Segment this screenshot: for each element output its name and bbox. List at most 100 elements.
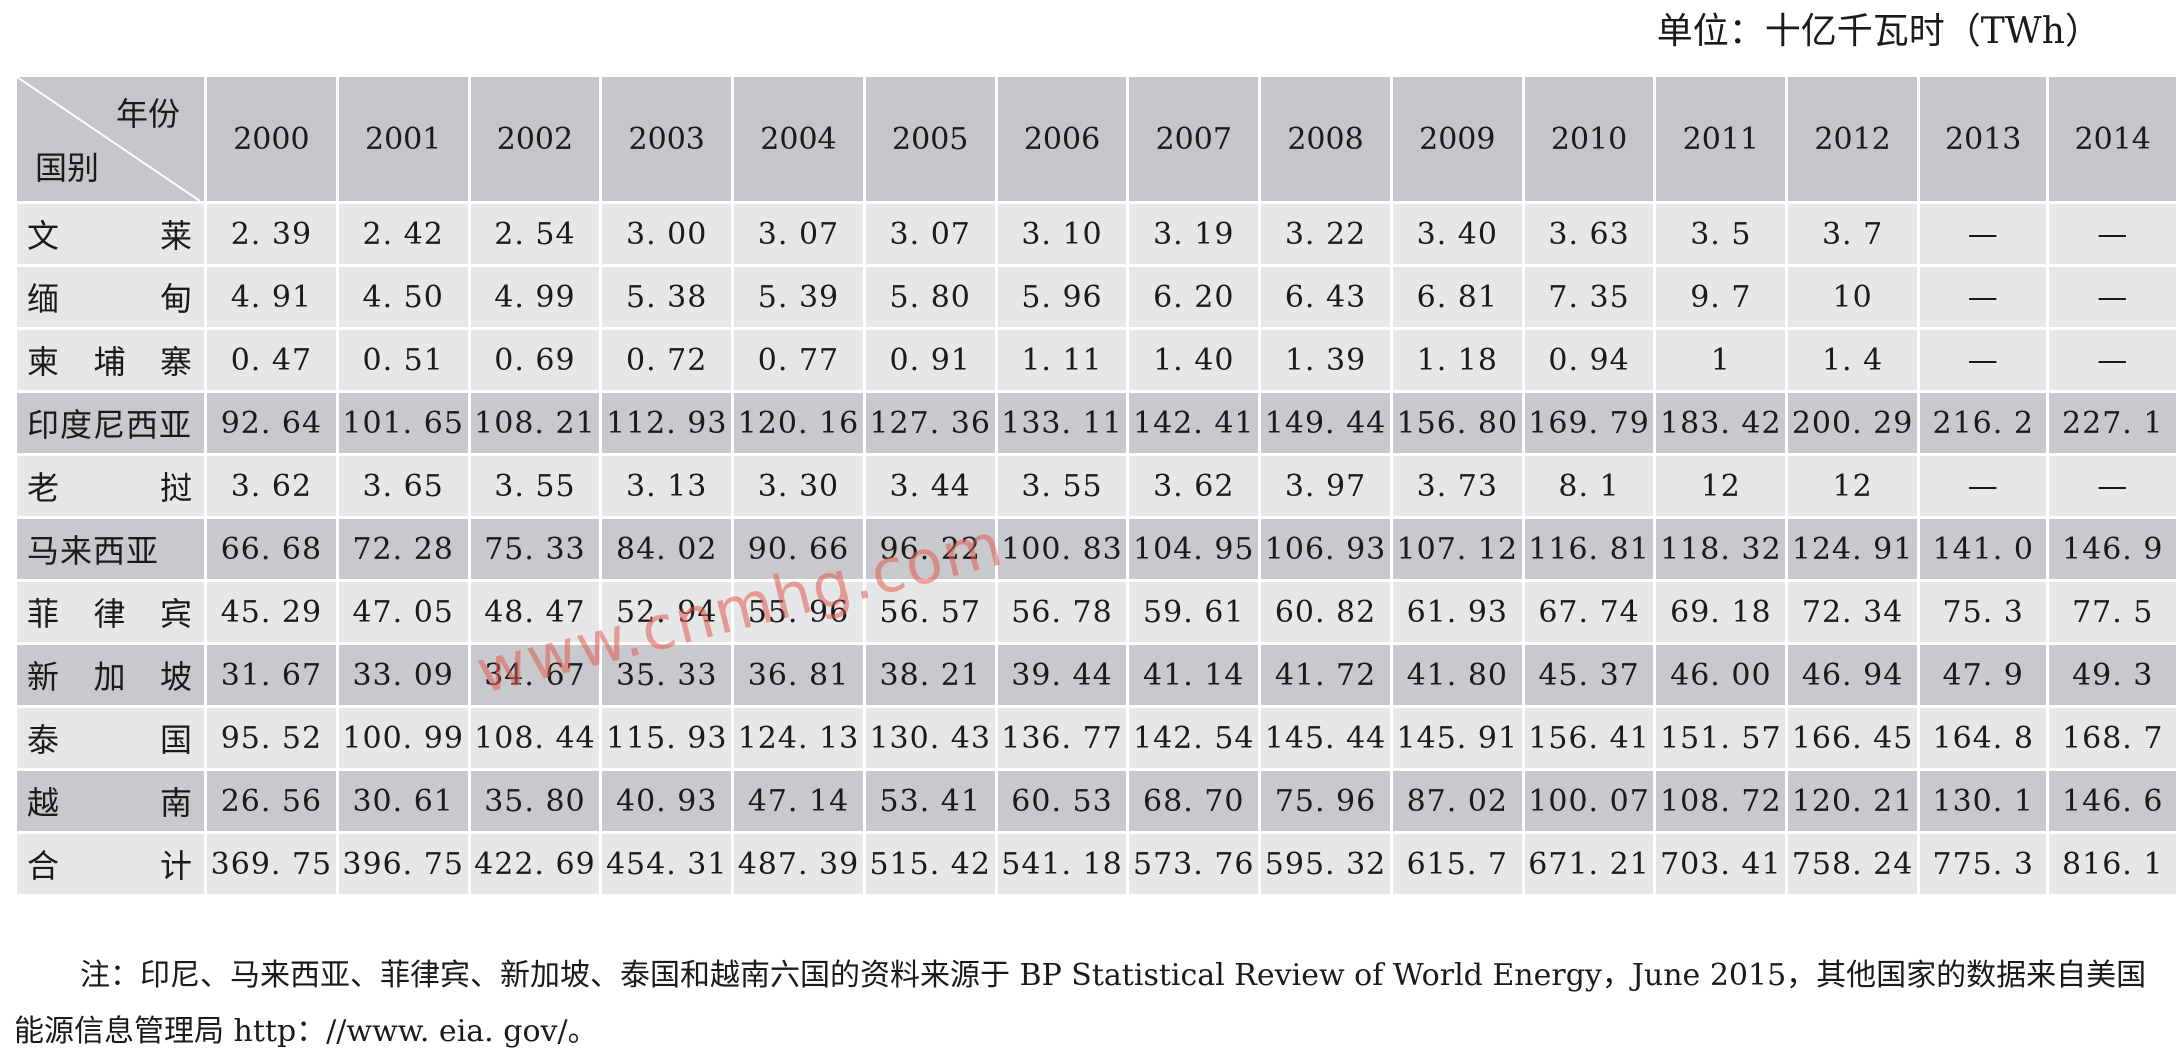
value-cell: 2. 39	[204, 201, 339, 267]
value-cell: 136. 77	[994, 705, 1130, 771]
value-cell: 142. 41	[1126, 390, 1262, 456]
value-cell: 615. 7	[1389, 831, 1525, 897]
value-cell: —	[2046, 453, 2179, 519]
value-cell: —	[1916, 201, 2050, 267]
value-cell: 47. 05	[335, 579, 471, 645]
value-cell: 35. 33	[599, 642, 735, 708]
value-cell: 75. 33	[467, 516, 603, 582]
value-cell: 26. 56	[204, 768, 339, 834]
value-cell: 59. 61	[1126, 579, 1262, 645]
value-cell: 77. 5	[2046, 579, 2179, 645]
value-cell: 72. 34	[1785, 579, 1920, 645]
value-cell: 164. 8	[1916, 705, 2050, 771]
value-cell: 703. 41	[1653, 831, 1789, 897]
value-cell: —	[1916, 264, 2050, 330]
table-row: 柬埔寨 0. 47 0. 51 0. 69 0. 72 0. 77 0. 91 1. 11 1.…	[13, 327, 2179, 393]
value-cell: 3. 00	[599, 201, 735, 267]
value-cell: 1. 39	[1258, 327, 1393, 393]
value-cell: 38. 21	[862, 642, 998, 708]
value-cell: 169. 79	[1521, 390, 1657, 456]
value-cell: —	[1916, 327, 2050, 393]
country-name-cell: 新加坡	[13, 642, 208, 708]
value-cell: 0. 47	[204, 327, 339, 393]
year-header-2009: 2009	[1389, 74, 1525, 204]
year-header-2014: 2014	[2046, 74, 2179, 204]
value-cell: 46. 00	[1653, 642, 1789, 708]
table-footnote: 注：印尼、马来西亚、菲律宾、新加坡、泰国和越南六国的资料来源于 BP Stati…	[14, 958, 2147, 1049]
country-name-cell: 马来西亚	[13, 516, 208, 582]
value-cell: 487. 39	[731, 831, 866, 897]
value-cell: 145. 44	[1258, 705, 1393, 771]
value-cell: —	[1916, 453, 2050, 519]
value-cell: 72. 28	[335, 516, 471, 582]
value-cell: 3. 97	[1258, 453, 1393, 519]
value-cell: 69. 18	[1653, 579, 1789, 645]
value-cell: 90. 66	[731, 516, 866, 582]
value-cell: 156. 41	[1521, 705, 1657, 771]
value-cell: 8. 1	[1521, 453, 1657, 519]
value-cell: 3. 55	[467, 453, 603, 519]
value-cell: —	[2046, 327, 2179, 393]
table-row: 泰 国 95. 52 100. 99 108. 44 115. 93 124. 13 130…	[13, 705, 2179, 771]
value-cell: 133. 11	[994, 390, 1130, 456]
value-cell: 104. 95	[1126, 516, 1262, 582]
electricity-table: 年份 国别 2000 2001 2002 2003 2004 2005 2006 2007 20…	[13, 74, 2179, 897]
corner-country-label: 国别	[35, 149, 100, 187]
country-name-cell: 文 莱	[13, 201, 208, 267]
year-header-2006: 2006	[994, 74, 1130, 204]
value-cell: 149. 44	[1258, 390, 1393, 456]
value-cell: 100. 07	[1521, 768, 1657, 834]
value-cell: 7. 35	[1521, 264, 1657, 330]
value-cell: 4. 50	[335, 264, 471, 330]
year-header-2002: 2002	[467, 74, 603, 204]
value-cell: 3. 62	[1126, 453, 1262, 519]
value-cell: 2. 42	[335, 201, 471, 267]
table-header-row: 年份 国别 2000 2001 2002 2003 2004 2005 2006 2007 20…	[13, 74, 2179, 204]
value-cell: 5. 80	[862, 264, 998, 330]
value-cell: 107. 12	[1389, 516, 1525, 582]
year-header-2003: 2003	[599, 74, 735, 204]
value-cell: 1. 40	[1126, 327, 1262, 393]
value-cell: 95. 52	[204, 705, 339, 771]
value-cell: 0. 91	[862, 327, 998, 393]
value-cell: 112. 93	[599, 390, 735, 456]
value-cell: 39. 44	[994, 642, 1130, 708]
value-cell: 100. 99	[335, 705, 471, 771]
value-cell: 56. 57	[862, 579, 998, 645]
value-cell: 3. 19	[1126, 201, 1262, 267]
value-cell: 92. 64	[204, 390, 339, 456]
year-header-2007: 2007	[1126, 74, 1262, 204]
value-cell: 3. 62	[204, 453, 339, 519]
value-cell: 3. 07	[862, 201, 998, 267]
unit-label: 单位：十亿千瓦时（TWh）	[1656, 11, 2101, 52]
year-header-2012: 2012	[1785, 74, 1920, 204]
value-cell: 34. 67	[467, 642, 603, 708]
year-header-2001: 2001	[335, 74, 471, 204]
value-cell: 31. 67	[204, 642, 339, 708]
value-cell: 3. 10	[994, 201, 1130, 267]
value-cell: 130. 1	[1916, 768, 2050, 834]
year-header-2011: 2011	[1653, 74, 1789, 204]
value-cell: 515. 42	[862, 831, 998, 897]
value-cell: 595. 32	[1258, 831, 1393, 897]
value-cell: 12	[1653, 453, 1789, 519]
value-cell: 146. 9	[2046, 516, 2179, 582]
value-cell: 142. 54	[1126, 705, 1262, 771]
country-name-cell: 印度尼西亚	[13, 390, 208, 456]
value-cell: 120. 16	[731, 390, 866, 456]
table-row: 老 挝 3. 62 3. 65 3. 55 3. 13 3. 30 3. 44 3. 55 3.…	[13, 453, 2179, 519]
value-cell: 166. 45	[1785, 705, 1920, 771]
value-cell: 46. 94	[1785, 642, 1920, 708]
value-cell: 9. 7	[1653, 264, 1789, 330]
value-cell: 5. 38	[599, 264, 735, 330]
table-row: 马来西亚 66. 68 72. 28 75. 33 84. 02 90. 66 96. 22…	[13, 516, 2179, 582]
table-row: 印度尼西亚 92. 64 101. 65 108. 21 112. 93 120. 16 1…	[13, 390, 2179, 456]
value-cell: 3. 40	[1389, 201, 1525, 267]
value-cell: 6. 43	[1258, 264, 1393, 330]
value-cell: 116. 81	[1521, 516, 1657, 582]
value-cell: 6. 81	[1389, 264, 1525, 330]
value-cell: 541. 18	[994, 831, 1130, 897]
value-cell: 200. 29	[1785, 390, 1920, 456]
value-cell: 47. 9	[1916, 642, 2050, 708]
table-row: 新加坡 31. 67 33. 09 34. 67 35. 33 36. 81 38. 21 3…	[13, 642, 2179, 708]
